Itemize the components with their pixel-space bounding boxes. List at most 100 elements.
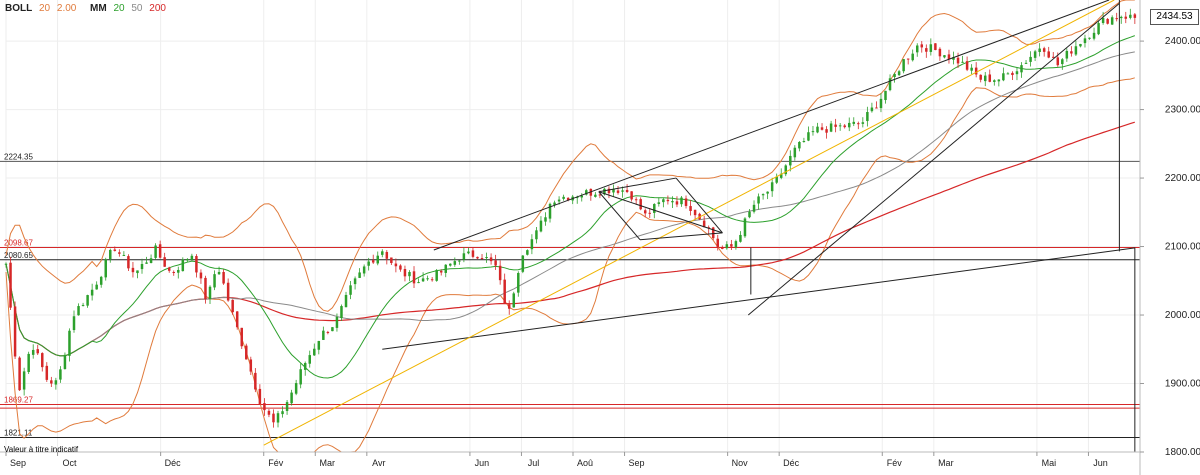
candle-body xyxy=(711,227,715,239)
y-tick-label: 1800.00 xyxy=(1165,447,1200,458)
legend-ma-50: 50 xyxy=(131,3,143,14)
candle-body xyxy=(970,67,973,71)
candle-body xyxy=(1074,46,1078,55)
candle-body xyxy=(204,277,207,300)
candle-body xyxy=(544,217,547,222)
candle-body xyxy=(54,380,58,385)
candle-body xyxy=(897,71,901,76)
ma20-line xyxy=(5,35,1135,379)
candle-body xyxy=(779,173,783,178)
candle-body xyxy=(639,199,642,210)
candle-body xyxy=(45,365,49,380)
candle-body xyxy=(226,282,230,301)
candle-body xyxy=(879,98,883,109)
candle-body xyxy=(22,371,26,390)
candle-body xyxy=(63,354,67,370)
candle-body xyxy=(566,197,570,201)
candle-body xyxy=(1056,57,1060,66)
candle-body xyxy=(870,107,874,112)
candle-body xyxy=(820,127,824,130)
candle-body xyxy=(585,190,588,195)
candle-body xyxy=(680,197,683,205)
candle-body xyxy=(181,259,185,272)
candle-body xyxy=(1038,48,1041,53)
trendline xyxy=(675,177,723,234)
level-label: 1869.27 xyxy=(4,396,33,405)
candle-body xyxy=(539,220,543,232)
candle-body xyxy=(911,53,914,61)
trendline xyxy=(639,232,723,241)
candle-body xyxy=(1101,17,1105,24)
candle-body xyxy=(657,202,661,205)
candle-body xyxy=(313,348,316,356)
candle-body xyxy=(834,124,837,127)
level-label: 2080.65 xyxy=(4,251,33,260)
candle-body xyxy=(99,276,103,285)
candle-body xyxy=(575,197,579,199)
candle-body xyxy=(725,244,729,249)
candle-body xyxy=(1133,14,1137,18)
candle-body xyxy=(594,194,597,197)
trendline xyxy=(598,191,723,234)
x-tick-label: Mar xyxy=(320,458,336,468)
candle-body xyxy=(612,189,615,193)
grid xyxy=(5,0,1140,453)
candle-body xyxy=(630,191,633,200)
candle-body xyxy=(526,250,529,255)
last-price-badge: 2434.53 xyxy=(1150,9,1199,25)
candle-body xyxy=(734,241,738,248)
candle-body xyxy=(983,75,987,82)
candle-body xyxy=(344,294,348,308)
candle-body xyxy=(557,199,561,202)
candle-body xyxy=(154,245,157,258)
bollinger-upper xyxy=(5,0,1135,312)
disclaimer-note: Valeur à titre indicatif xyxy=(4,445,79,454)
candle-body xyxy=(263,403,266,411)
candle-body xyxy=(671,201,674,203)
candle-body xyxy=(793,147,797,158)
x-tick-label: Mai xyxy=(1042,458,1057,468)
candle-body xyxy=(607,188,611,194)
candle-body xyxy=(322,330,325,340)
candle-body xyxy=(1088,37,1091,39)
candle-body xyxy=(127,256,130,269)
candle-body xyxy=(86,295,89,306)
candle-body xyxy=(1047,51,1050,58)
y-axis: 2400.00 2300.00 2200.00 2100.00 2000.00 1900.… xyxy=(1139,0,1200,475)
candle-body xyxy=(326,331,330,333)
candle-body xyxy=(303,363,307,370)
candle-body xyxy=(385,252,389,259)
candle-body xyxy=(390,257,393,264)
level-label: 2098.67 xyxy=(4,238,33,247)
candle-body xyxy=(72,316,76,331)
candle-body xyxy=(167,267,171,271)
x-tick-label: Oct xyxy=(63,458,78,468)
candle-body xyxy=(1011,72,1014,76)
candle-body xyxy=(884,90,887,101)
candle-body xyxy=(1024,62,1028,64)
candle-body xyxy=(934,43,937,51)
candle-body xyxy=(59,369,62,380)
candle-body xyxy=(235,311,239,328)
candle-body xyxy=(1119,16,1123,19)
x-tick-label: Jun xyxy=(475,458,490,468)
candle-body xyxy=(403,269,407,277)
level-label: 1821.11 xyxy=(4,429,33,438)
candle-body xyxy=(163,257,166,267)
legend-ma-20: 20 xyxy=(113,3,125,14)
candle-body xyxy=(625,189,629,192)
candle-body xyxy=(929,44,933,52)
candle-body xyxy=(371,260,375,263)
candle-body xyxy=(1042,48,1046,52)
candle-body xyxy=(172,272,175,274)
candle-body xyxy=(489,257,493,262)
candle-body xyxy=(988,74,992,82)
candle-body xyxy=(634,199,638,201)
candle-body xyxy=(603,188,606,195)
candle-body xyxy=(730,244,733,247)
x-tick-label: Fév xyxy=(268,458,284,468)
candle-body xyxy=(553,202,556,205)
x-tick-label: Sep xyxy=(10,458,26,468)
candle-body xyxy=(190,255,194,261)
